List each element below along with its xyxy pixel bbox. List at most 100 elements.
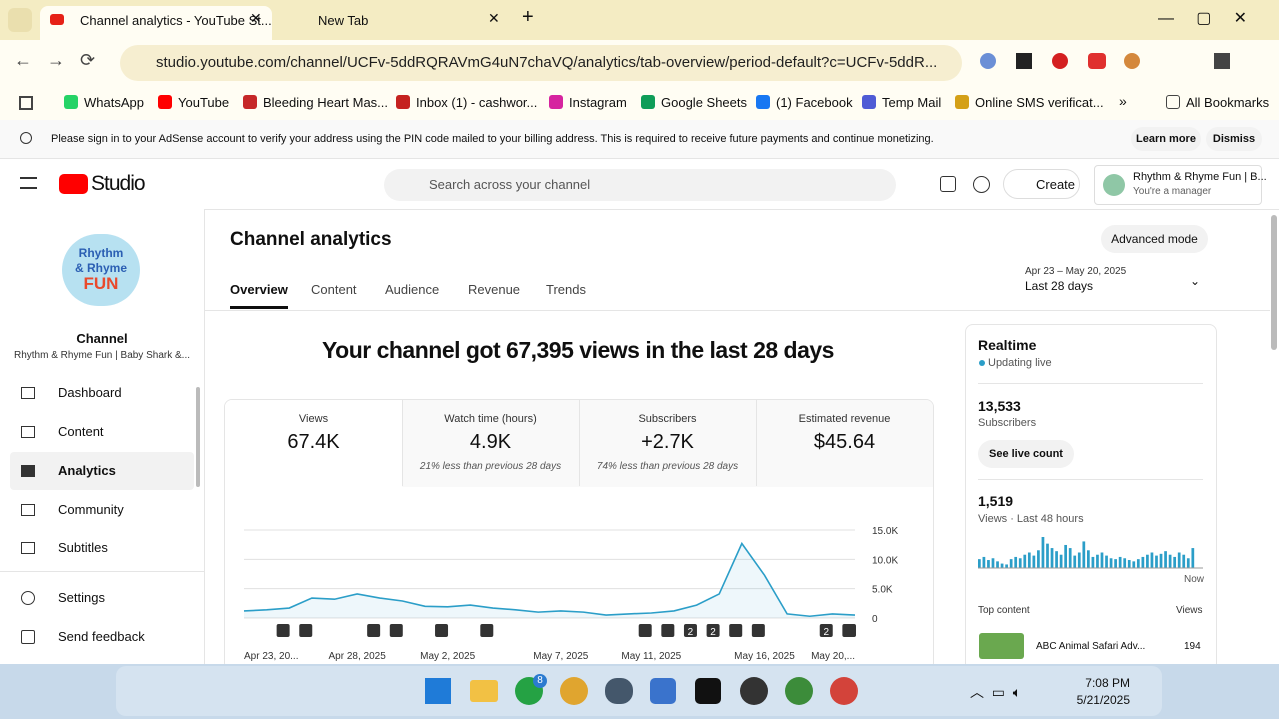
video-marker[interactable] (389, 624, 403, 637)
bookmark[interactable]: Google Sheets (641, 93, 747, 113)
video-marker[interactable] (435, 624, 449, 637)
window-controls[interactable]: — ▢ ✕ (1158, 10, 1247, 27)
bar (1164, 551, 1167, 568)
analytics-tab[interactable]: Revenue (468, 282, 521, 297)
app-icon[interactable] (605, 678, 633, 704)
bar (1091, 556, 1095, 568)
period[interactable]: Last 28 days (1025, 279, 1094, 293)
top-content: Top content (978, 605, 1030, 616)
bookmark[interactable]: Temp Mail (862, 93, 941, 113)
metric-label: Views (298, 413, 329, 425)
nav-item[interactable]: Dashboard (58, 385, 122, 400)
analytics-tab[interactable]: Audience (385, 282, 440, 297)
menu[interactable] (20, 177, 37, 189)
search[interactable]: Search across your channel (384, 169, 896, 201)
bookmark-label: (1) Facebook (776, 95, 853, 110)
bookmark[interactable]: Inbox (1) - cashwor... (396, 93, 537, 113)
marker-count: 2 (710, 627, 716, 638)
tab[interactable]: New Tab (278, 6, 508, 40)
logo-text: FUN (83, 274, 119, 293)
create[interactable]: Create (1003, 169, 1080, 199)
learn-more[interactable]: Learn more (1131, 127, 1201, 151)
analytics-tab[interactable]: Overview (230, 282, 288, 309)
x-tick-label: Apr 28, 2025 (329, 651, 387, 662)
tab[interactable]: Channel analytics - YouTube St... (40, 6, 272, 40)
more[interactable]: » (1119, 93, 1127, 109)
video-marker[interactable] (299, 624, 313, 637)
video-marker[interactable] (276, 624, 290, 637)
metric[interactable]: Views 67.4K (225, 400, 403, 486)
metric-label: Watch time (hours) (444, 413, 537, 425)
dismiss[interactable]: Dismiss (1206, 127, 1262, 151)
info-icon (20, 132, 32, 144)
nav-item[interactable]: Analytics (10, 452, 194, 490)
bookmark[interactable]: Bleeding Heart Mas... (243, 93, 388, 113)
metric[interactable]: Estimated revenue $45.64 (756, 400, 933, 486)
bookmarks-bar: WhatsApp YouTube Bleeding Heart Mas... Inbo… (0, 86, 1279, 120)
metric[interactable]: Watch time (hours) 4.9K 21% less than prev… (402, 400, 580, 486)
video-marker[interactable] (661, 624, 675, 637)
video-marker[interactable] (706, 624, 720, 637)
all-bookmarks[interactable]: All Bookmarks (1166, 93, 1269, 113)
thumbnail[interactable] (979, 633, 1024, 659)
apps-icon (19, 96, 33, 110)
video-marker[interactable] (683, 624, 697, 637)
video-marker[interactable] (729, 624, 743, 637)
bookmark[interactable]: Online SMS verificat... (955, 93, 1104, 113)
url[interactable]: studio.youtube.com/channel/UCFv-5ddRQRAV… (120, 45, 962, 81)
bookmark[interactable]: YouTube (158, 93, 229, 113)
close[interactable]: ✕ (250, 10, 262, 26)
nav-item[interactable]: Subtitles (58, 540, 108, 555)
tray[interactable]: ︿ ▭ 🔈︎ (970, 684, 1022, 700)
bar (1073, 555, 1077, 568)
start[interactable] (425, 678, 451, 704)
dropdown[interactable]: ⌄ (1190, 274, 1201, 288)
nav-icon (21, 630, 35, 644)
video-marker[interactable] (843, 624, 856, 637)
app-icon[interactable] (785, 677, 813, 705)
divider (205, 310, 1270, 311)
bookmark-icon (756, 95, 770, 109)
bar (978, 559, 981, 568)
account[interactable]: Rhythm & Rhyme Fun | B... You're a manag… (1094, 165, 1267, 205)
advanced-mode[interactable]: Advanced mode (1101, 225, 1208, 253)
app-icon[interactable] (560, 677, 588, 705)
video-marker[interactable] (638, 624, 652, 637)
video-marker[interactable] (751, 624, 765, 637)
captions-icon[interactable] (940, 176, 956, 192)
metric-value: $45.64 (813, 431, 876, 453)
adsense-banner: Please sign in to your AdSense account t… (0, 120, 1279, 159)
help-icon[interactable] (973, 176, 990, 193)
analytics-tab[interactable]: Content (311, 282, 357, 297)
top-item-title[interactable]: ABC Animal Safari Adv... (1036, 641, 1146, 652)
line (243, 541, 856, 618)
bookmark-icon (396, 95, 410, 109)
nav-item[interactable]: Settings (58, 590, 105, 605)
app-icon[interactable] (740, 677, 768, 705)
bookmark[interactable]: (1) Facebook (756, 93, 853, 113)
bookmark-label: Bleeding Heart Mas... (263, 95, 389, 110)
video-marker[interactable] (819, 624, 833, 637)
app-icon[interactable] (695, 678, 721, 704)
bookmark[interactable]: Instagram (549, 93, 627, 113)
see-live-count[interactable]: See live count (978, 440, 1074, 468)
nav-item[interactable]: Content (58, 424, 104, 439)
video-marker[interactable] (480, 624, 494, 637)
app-icon[interactable] (650, 678, 676, 704)
nav-item[interactable]: Community (58, 502, 124, 517)
bookmark[interactable]: WhatsApp (64, 93, 144, 113)
metric[interactable]: Subscribers +2.7K 74% less than previous 2… (579, 400, 757, 486)
app-icon[interactable] (470, 680, 498, 702)
close[interactable]: ✕ (488, 10, 500, 26)
tab-menu[interactable] (8, 8, 32, 32)
scrollbar (196, 387, 200, 487)
bookmark-label: WhatsApp (84, 95, 144, 110)
nav-item[interactable]: Send feedback (58, 629, 145, 644)
analytics-tab[interactable]: Trends (546, 282, 586, 297)
video-marker[interactable] (367, 624, 381, 637)
app-icon[interactable] (830, 677, 858, 705)
new-tab[interactable]: + (522, 6, 534, 28)
taskbar: 8 ︿ ▭ 🔈︎ 7:08 PM 5/21/2025 (0, 664, 1279, 719)
nav-buttons[interactable]: ← → ⟳ (14, 50, 96, 70)
bar (1100, 552, 1104, 568)
